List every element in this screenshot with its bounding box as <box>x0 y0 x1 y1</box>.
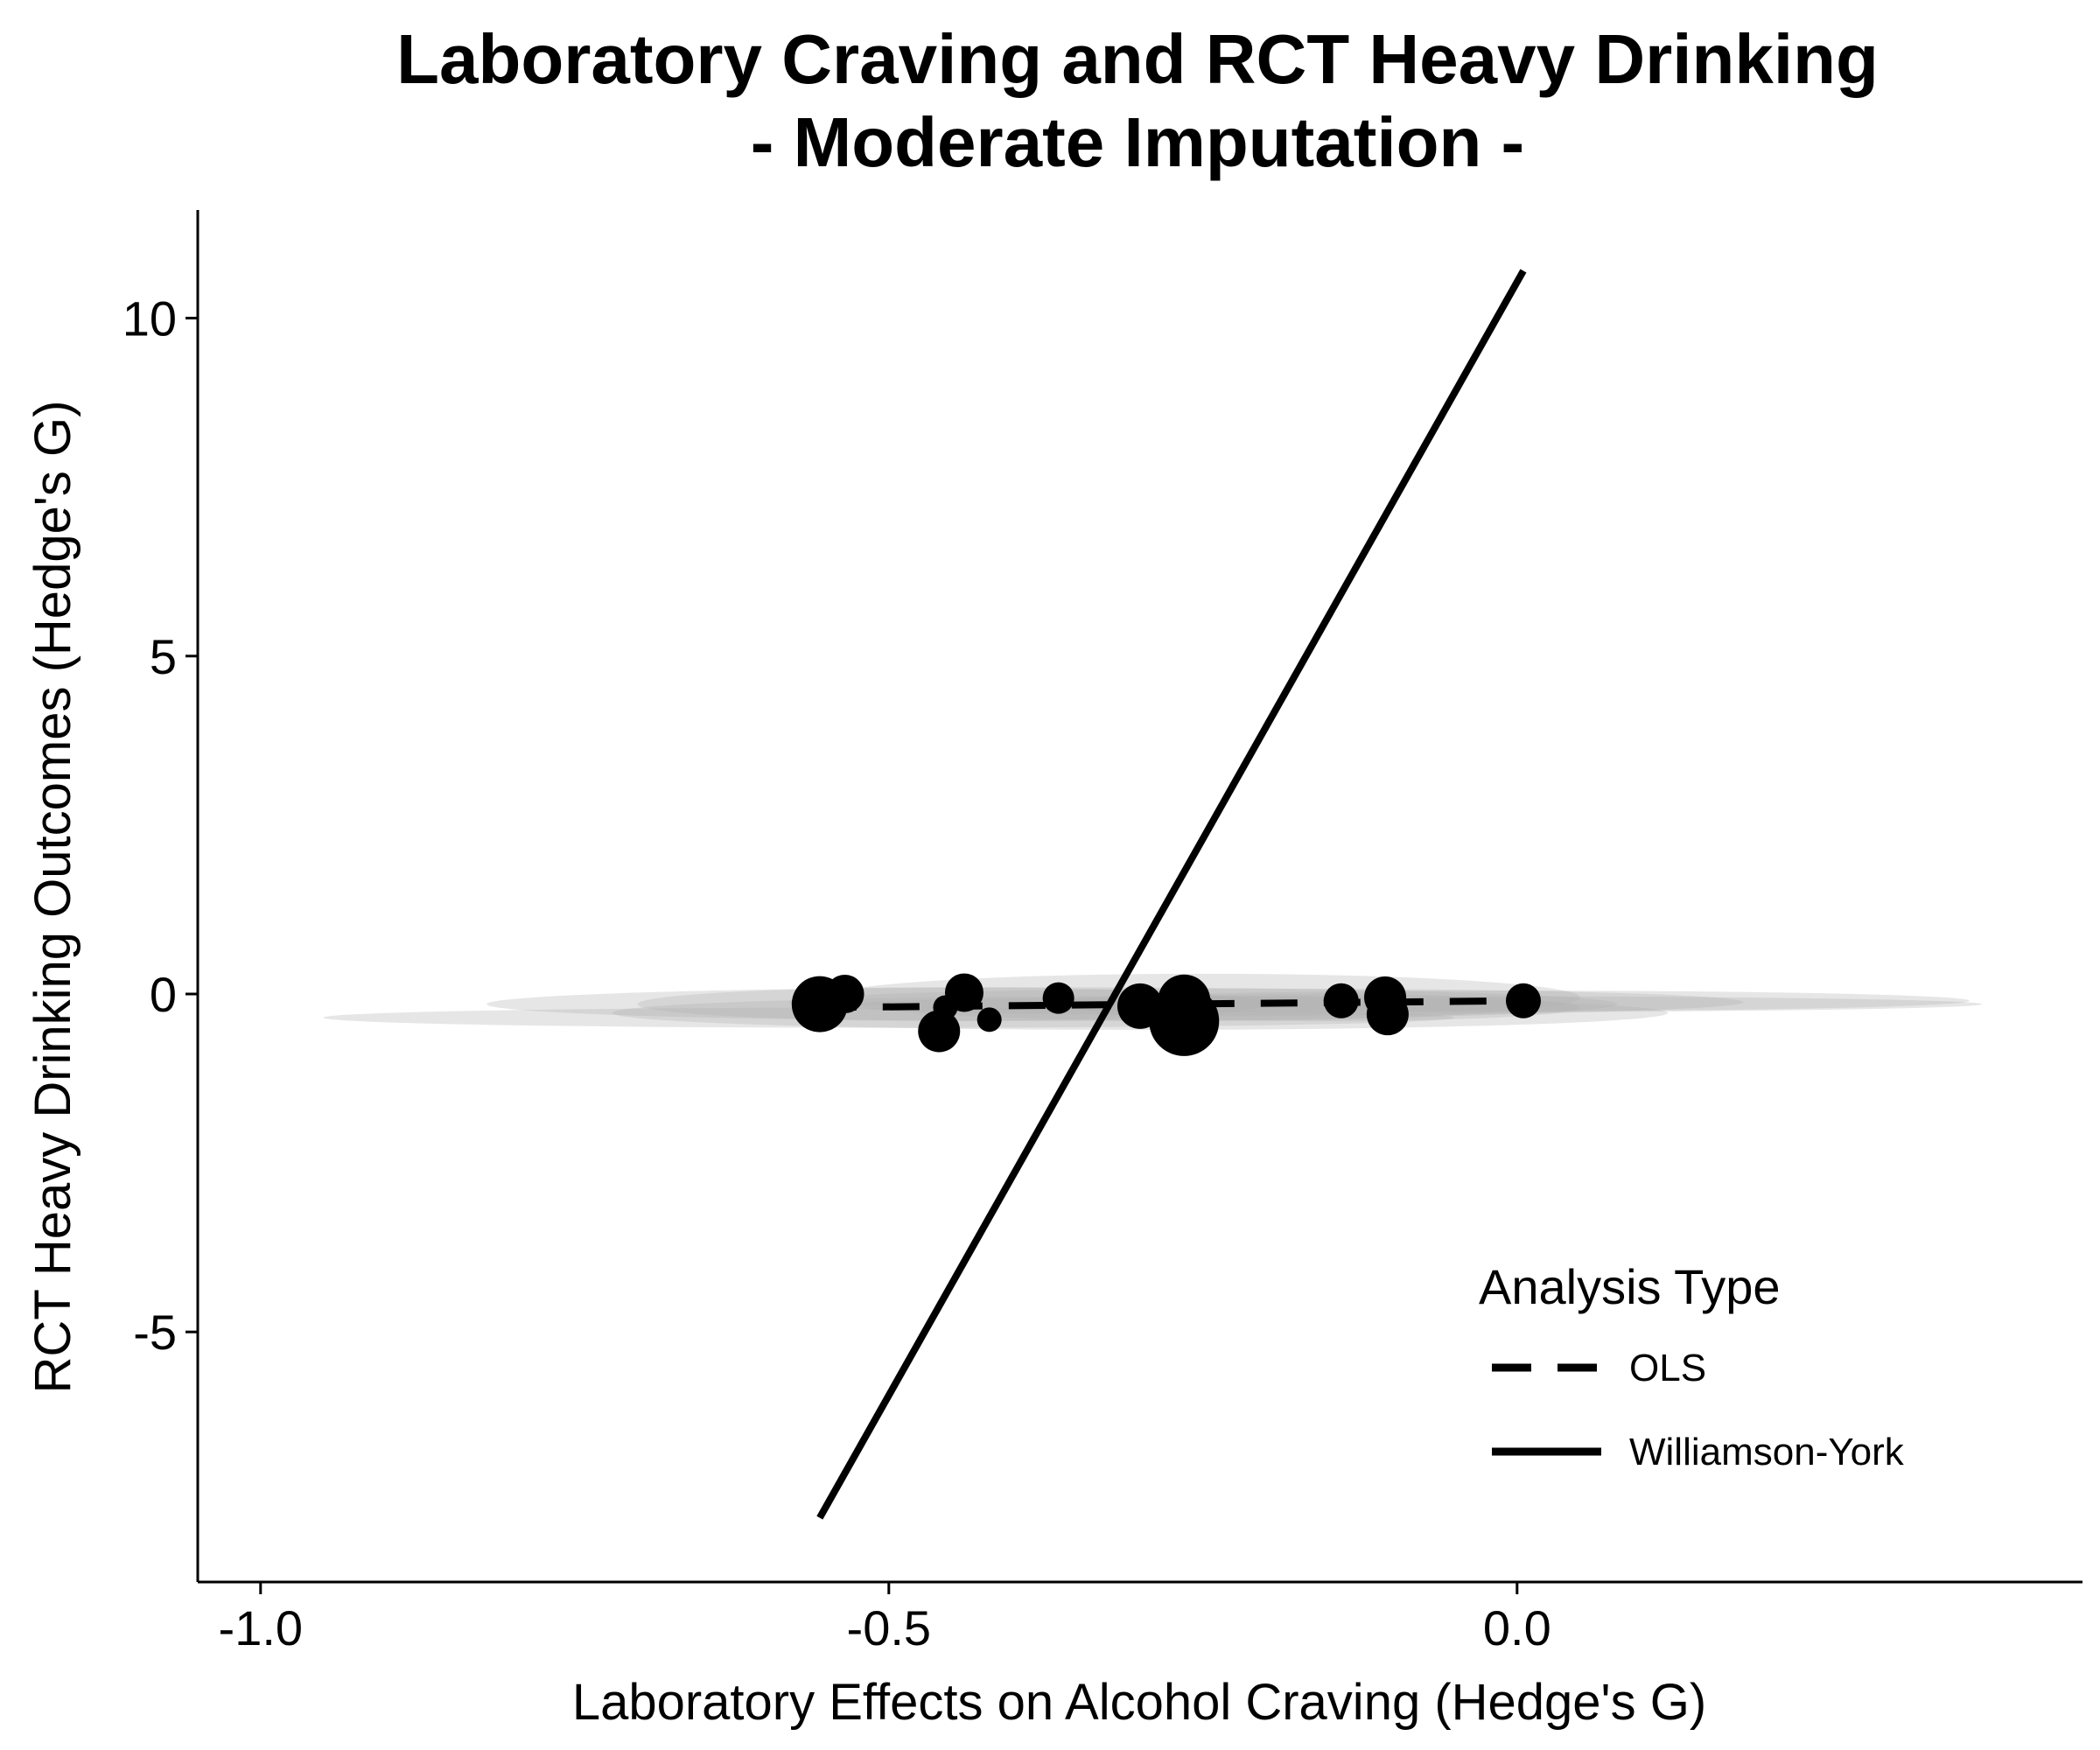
data-point-13 <box>1366 993 1409 1036</box>
data-points <box>791 973 1541 1056</box>
axis-ticks: -1.0 -0.5 0.0 -5 0 5 10 <box>122 291 1551 1656</box>
data-point-6 <box>976 1007 1002 1032</box>
data-point-2 <box>825 975 864 1013</box>
y-tick-label-3: 5 <box>150 629 177 684</box>
legend: Analysis Type OLS Williamson-York <box>1479 1259 1905 1474</box>
chart-subtitle: - Moderate Imputation - <box>751 103 1524 181</box>
y-tick-label-4: 10 <box>122 291 177 346</box>
x-tick-label-2: -0.5 <box>847 1600 932 1656</box>
data-point-5 <box>944 973 984 1012</box>
legend-title: Analysis Type <box>1479 1259 1780 1314</box>
y-tick-label-1: -5 <box>133 1305 177 1360</box>
data-point-3 <box>918 1010 961 1053</box>
y-axis-title: RCT Heavy Drinking Outcomes (Hedge's G) <box>24 401 81 1394</box>
chart-title: Laboratory Craving and RCT Heavy Drinkin… <box>396 20 1879 98</box>
axes <box>196 210 2082 1584</box>
series-line-ols <box>819 997 1524 1012</box>
legend-label-ols: OLS <box>1629 1347 1706 1390</box>
series-line-williamson-york <box>816 269 1527 1520</box>
y-tick-label-2: 0 <box>150 967 177 1022</box>
data-point-11 <box>1323 983 1359 1018</box>
x-tick-label-3: 0.0 <box>1483 1600 1551 1656</box>
regression-lines <box>816 269 1527 1520</box>
legend-label-williamson-york: Williamson-York <box>1629 1431 1905 1474</box>
x-tick-label-1: -1.0 <box>219 1600 304 1656</box>
data-point-14 <box>1505 983 1541 1018</box>
data-point-7 <box>1042 982 1074 1014</box>
x-axis-title: Laboratory Effects on Alcohol Craving (H… <box>572 1674 1706 1731</box>
data-point-10 <box>1158 974 1211 1027</box>
